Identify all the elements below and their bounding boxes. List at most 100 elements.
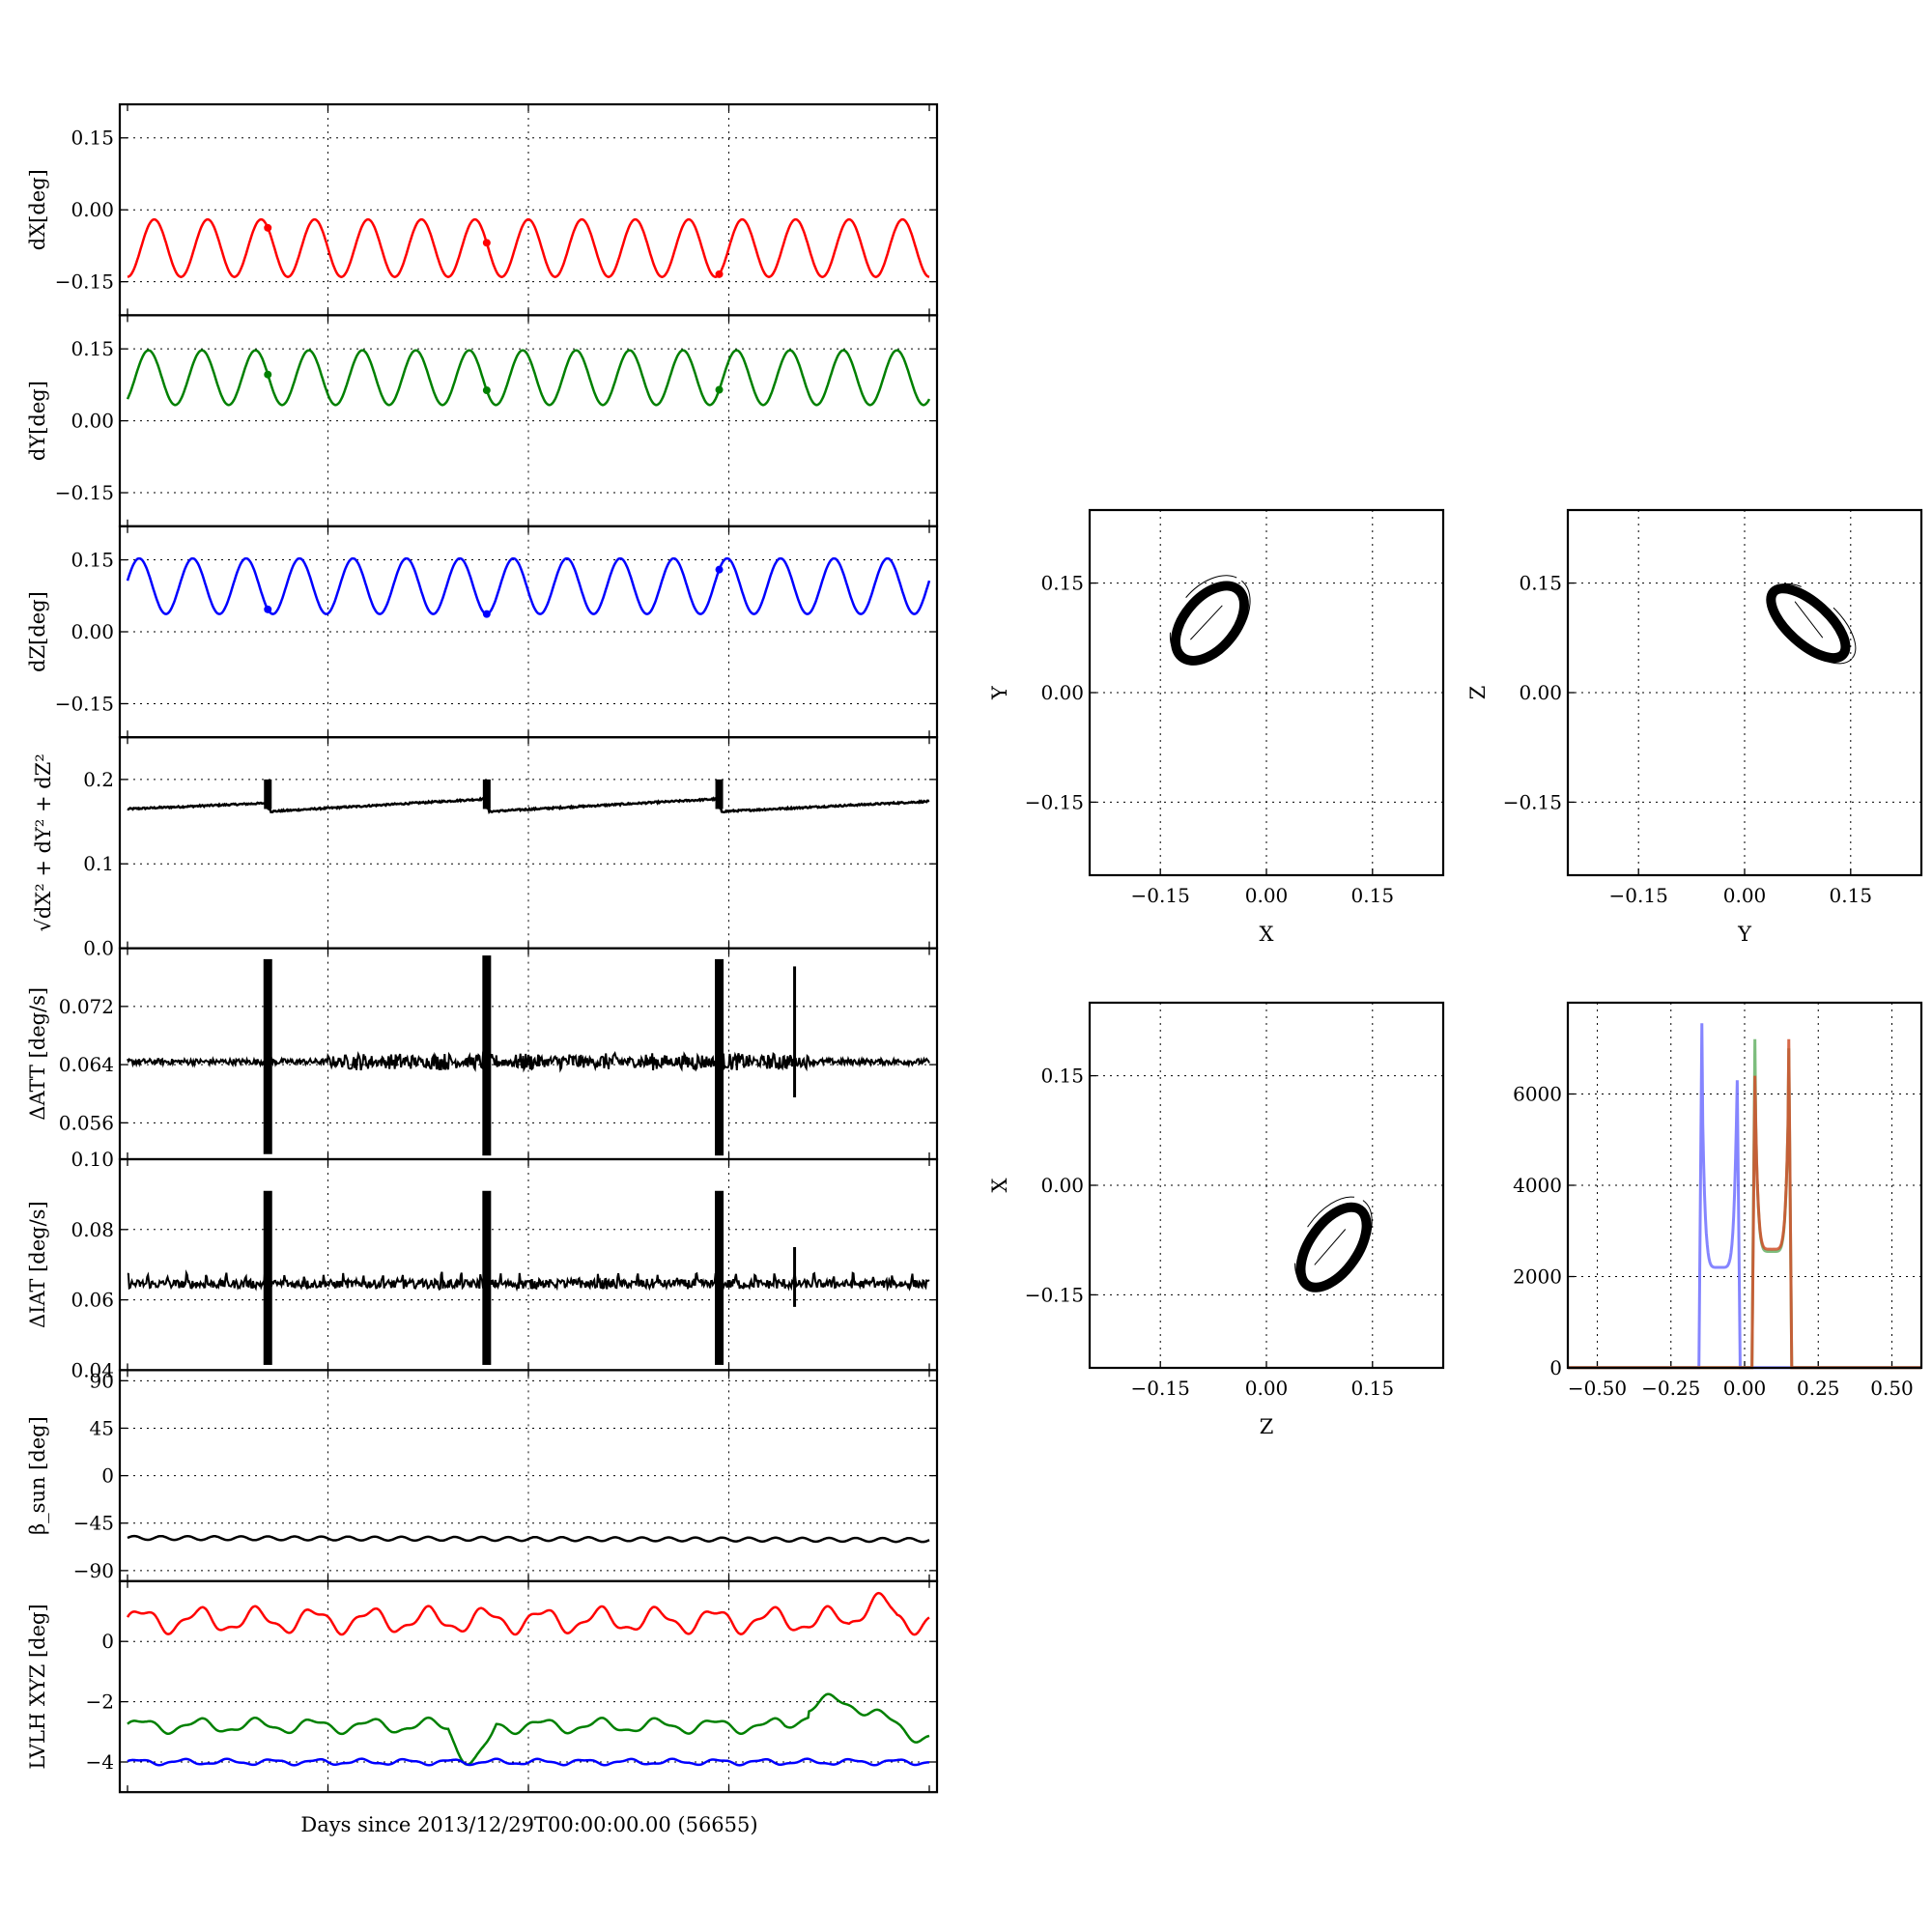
y-tick-label: 0.15 xyxy=(1519,572,1562,595)
y-axis-label: ΔATT [deg/s] xyxy=(26,987,49,1121)
orbit-trace xyxy=(1190,605,1223,640)
axes-frame xyxy=(118,947,939,1161)
x-axis-label: Z xyxy=(1260,1415,1274,1438)
y-tick-label: −0.15 xyxy=(1025,1283,1084,1306)
series-line xyxy=(127,1534,930,1544)
spike-mark xyxy=(263,1190,272,1365)
y-tick-label: 0.15 xyxy=(1040,572,1084,595)
glitch-mark xyxy=(482,610,491,618)
spike-mark xyxy=(715,1190,724,1365)
glitch-mark xyxy=(482,239,491,247)
plot-area: −0.150.000.15dX[deg]−0.150.000.15dY[deg]… xyxy=(26,102,1923,1794)
y-tick-label: 0.15 xyxy=(71,549,114,572)
y-tick-label: 0.00 xyxy=(1040,681,1084,704)
glitch-mark xyxy=(264,605,272,613)
y-tick-label: −45 xyxy=(73,1512,114,1535)
histogram-line xyxy=(1568,1023,1921,1370)
y-tick-label: 90 xyxy=(90,1369,114,1392)
y-tick-label: −0.15 xyxy=(55,692,114,715)
spike-mark xyxy=(482,779,491,810)
series-line xyxy=(127,796,930,814)
x-tick-label: 0.50 xyxy=(1870,1377,1914,1400)
panel-lvlh: −4 −2 0 LVLH XYZ [deg] xyxy=(26,1579,939,1794)
y-axis-label: ΔIAT [deg/s] xyxy=(26,1201,49,1328)
axes-frame xyxy=(1088,1001,1445,1370)
panel-beta: −90 −45 0 45 90 β_sun [deg] xyxy=(26,1369,939,1582)
y-tick-label: 0.00 xyxy=(71,410,114,433)
axes-frame xyxy=(118,736,939,950)
y-axis-label: dY[deg] xyxy=(26,381,49,461)
spike-mark xyxy=(482,1190,492,1365)
axes-frame xyxy=(1566,508,1923,877)
spike-mark xyxy=(793,1247,797,1307)
series-line xyxy=(126,1591,930,1636)
axes-frame xyxy=(1566,1001,1923,1370)
y-tick-label: −0.15 xyxy=(1503,790,1562,813)
y-tick-label: 0.15 xyxy=(71,337,114,360)
panel-dz: −0.15 0.00 0.15 dZ[deg] xyxy=(26,525,939,739)
panel-diat: 0.04 0.06 0.08 0.10 ΔIAT [deg/s] xyxy=(26,1148,939,1381)
figure-xlabel: Days since 2013/12/29T00:00:00.00 (56655… xyxy=(300,1813,757,1836)
y-tick-label: 4000 xyxy=(1513,1174,1562,1197)
y-axis-label: X xyxy=(988,1178,1011,1192)
x-tick-label: −0.50 xyxy=(1568,1377,1627,1400)
x-tick-label: 0.00 xyxy=(1245,1377,1289,1400)
y-tick-label: 0 xyxy=(101,1464,114,1488)
glitch-mark xyxy=(264,223,272,232)
series-line xyxy=(127,217,930,278)
panel-norm: 0.0 0.1 0.2 √dX² + dY² + dZ² xyxy=(32,736,939,960)
y-tick-label: 0.1 xyxy=(83,852,114,875)
y-axis-label: dZ[deg] xyxy=(26,591,49,672)
y-tick-label: 0.056 xyxy=(59,1111,114,1134)
orbit-trace xyxy=(1294,1196,1373,1289)
orbit-trace xyxy=(1794,601,1824,639)
y-tick-label: 45 xyxy=(90,1416,114,1439)
orbit-trace xyxy=(1314,1229,1347,1265)
glitch-mark xyxy=(715,565,724,574)
x-axis-label: Y xyxy=(1737,923,1752,946)
panel-zx: −0.15 0.00 0.15 −0.15 0.00 0.15 Z X xyxy=(988,1001,1445,1438)
panel-dy: −0.15 0.00 0.15 dY[deg] xyxy=(26,314,939,527)
y-axis-label: Z xyxy=(1466,686,1490,700)
x-tick-label: −0.25 xyxy=(1641,1377,1700,1400)
y-axis-label: LVLH XYZ [deg] xyxy=(26,1604,49,1769)
histogram-line xyxy=(1568,1038,1921,1370)
panel-hist: −0.50 −0.25 0.00 0.25 0.50 0 2000 4000 6000 xyxy=(1513,1001,1923,1400)
series-line xyxy=(127,1051,930,1073)
spike-mark xyxy=(263,958,272,1154)
y-tick-label: 0.15 xyxy=(71,127,114,150)
axes-frame xyxy=(1088,508,1445,877)
glitch-mark xyxy=(715,270,724,278)
y-tick-label: 0.0 xyxy=(83,937,114,960)
y-tick-label: 0.06 xyxy=(71,1289,114,1312)
y-tick-label: 0.00 xyxy=(1519,681,1562,704)
x-tick-label: 0.00 xyxy=(1723,884,1767,907)
panel-yz: −0.15 0.00 0.15 −0.15 0.00 0.15 Y Z xyxy=(1466,508,1923,946)
spike-mark xyxy=(715,779,724,810)
y-tick-label: −2 xyxy=(86,1690,114,1714)
y-tick-label: −0.15 xyxy=(55,270,114,294)
x-tick-label: 0.15 xyxy=(1351,1377,1395,1400)
y-axis-label: Y xyxy=(988,685,1011,700)
y-tick-label: 0.00 xyxy=(1040,1174,1084,1197)
orbit-trace xyxy=(1770,582,1857,665)
x-tick-label: 0.15 xyxy=(1830,884,1873,907)
y-tick-label: 2000 xyxy=(1513,1265,1562,1289)
y-tick-label: −4 xyxy=(86,1750,114,1774)
x-tick-label: 0.00 xyxy=(1245,884,1289,907)
orbit-ellipse xyxy=(1295,1202,1372,1293)
y-tick-label: 0 xyxy=(1549,1356,1562,1379)
panel-datt: 0.056 0.064 0.072 ΔATT [deg/s] xyxy=(26,947,939,1161)
x-tick-label: 0.25 xyxy=(1797,1377,1840,1400)
orbit-ellipse xyxy=(1170,581,1249,666)
y-axis-label: dX[deg] xyxy=(26,169,49,250)
glitch-mark xyxy=(482,386,491,395)
y-tick-label: 0.15 xyxy=(1040,1065,1084,1088)
spike-mark xyxy=(793,966,797,1097)
y-tick-label: 0.072 xyxy=(59,995,114,1018)
axes-frame xyxy=(118,1579,939,1794)
spike-mark xyxy=(715,958,724,1156)
y-tick-label: 0.064 xyxy=(59,1053,114,1076)
axes-frame xyxy=(118,1157,939,1372)
